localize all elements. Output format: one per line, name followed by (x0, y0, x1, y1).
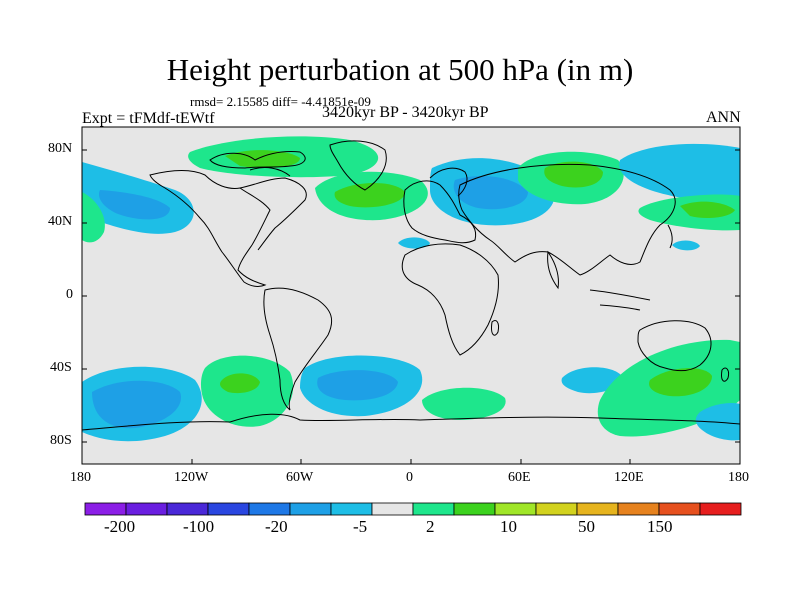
colorbar-swatch (330, 502, 373, 516)
colorbar-label: -5 (353, 517, 368, 536)
coast-new-zealand (721, 367, 729, 382)
contour-south-east-core (649, 368, 712, 397)
contour-small-negative-pacific (672, 240, 700, 251)
lon-label-0: 0 (406, 470, 413, 485)
lon-label-60w: 60W (286, 470, 314, 485)
contour-north-atlantic-core (334, 183, 405, 208)
colorbar-swatch (166, 502, 209, 516)
contour-north-pacific-core (98, 190, 170, 220)
contour-siberia-core (544, 161, 603, 188)
colorbar-swatch (371, 502, 414, 516)
coast-indonesia (589, 289, 651, 311)
contour-south-indian-negative (561, 367, 622, 394)
lon-label-120e: 120E (614, 470, 644, 485)
coast-arctic-islands (209, 151, 306, 169)
plot-title: Height perturbation at 500 hPa (in m) (166, 52, 634, 87)
coast-africa (401, 243, 499, 356)
colorbar-swatch (453, 502, 496, 516)
lat-label-0: 0 (66, 287, 73, 302)
coast-hudson (249, 167, 291, 177)
contour-north-east-asia-negative (619, 143, 740, 202)
colorbar-swatch (84, 502, 127, 516)
coast-madagascar (491, 319, 499, 336)
contour-south-indian-positive (422, 387, 506, 420)
contour-small-negative-atlantic (398, 237, 430, 249)
coast-scandinavia (429, 167, 468, 197)
stats-text: rmsd= 2.15585 diff= -4.41851e-09 (190, 94, 371, 109)
lon-label-60e: 60E (508, 470, 531, 485)
colorbar-swatch (494, 502, 537, 516)
contour-south-pacific-positive-core (220, 373, 260, 394)
colorbar-label: 50 (578, 517, 595, 536)
coastlines (82, 140, 740, 431)
contour-south-east-negative (695, 402, 740, 441)
lon-ticks (81, 459, 741, 464)
coast-europe (403, 180, 477, 244)
contour-europe-core (453, 176, 528, 210)
lat-label-80n: 80N (48, 141, 73, 156)
contour-south-pacific-core (92, 380, 182, 429)
coast-india (547, 250, 559, 290)
colorbar-swatch (699, 502, 742, 516)
lat-ticks (82, 149, 740, 443)
coast-australia (637, 320, 712, 372)
lat-label-40s: 40S (50, 360, 72, 375)
coast-asia (458, 163, 676, 276)
coast-north-america (149, 170, 271, 287)
coast-greenland (329, 140, 387, 191)
colorbar-swatch (289, 502, 332, 516)
colorbar-swatch (535, 502, 578, 516)
colorbar-label: -20 (265, 517, 288, 536)
colorbar-swatch (125, 502, 168, 516)
colorbar-swatch (207, 502, 250, 516)
lon-label-180w: 180 (70, 470, 91, 485)
coast-antarctica (82, 413, 740, 431)
colorbar-label: -200 (104, 517, 136, 536)
contour-south-atlantic-core (317, 370, 398, 401)
colorbar-swatch (248, 502, 291, 516)
contour-north-pacific-positive-core (680, 201, 735, 218)
lat-label-40n: 40N (48, 214, 73, 229)
colorbar-swatch (412, 502, 455, 516)
colorbar-label: 10 (500, 517, 517, 536)
season-label: ANN (706, 109, 741, 126)
lon-label-180e: 180 (728, 470, 749, 485)
colorbar-swatch (658, 502, 701, 516)
colorbar-label: 150 (647, 517, 673, 536)
colorbar (84, 502, 742, 516)
colorbar-swatch (576, 502, 619, 516)
colorbar-swatch (617, 502, 660, 516)
lat-label-80s: 80S (50, 433, 72, 448)
lon-label-120w: 120W (174, 470, 209, 485)
coast-south-america (263, 287, 333, 411)
coast-japan (667, 224, 673, 249)
coast-north-america-east (239, 177, 307, 251)
contour-west-edge-positive (82, 192, 105, 243)
colorbar-label: -100 (183, 517, 215, 536)
colorbar-label: 2 (426, 517, 435, 536)
period-label: 3420kyr BP - 3420kyr BP (322, 104, 489, 121)
experiment-label: Expt = tFMdf-tEWtf (82, 110, 215, 127)
